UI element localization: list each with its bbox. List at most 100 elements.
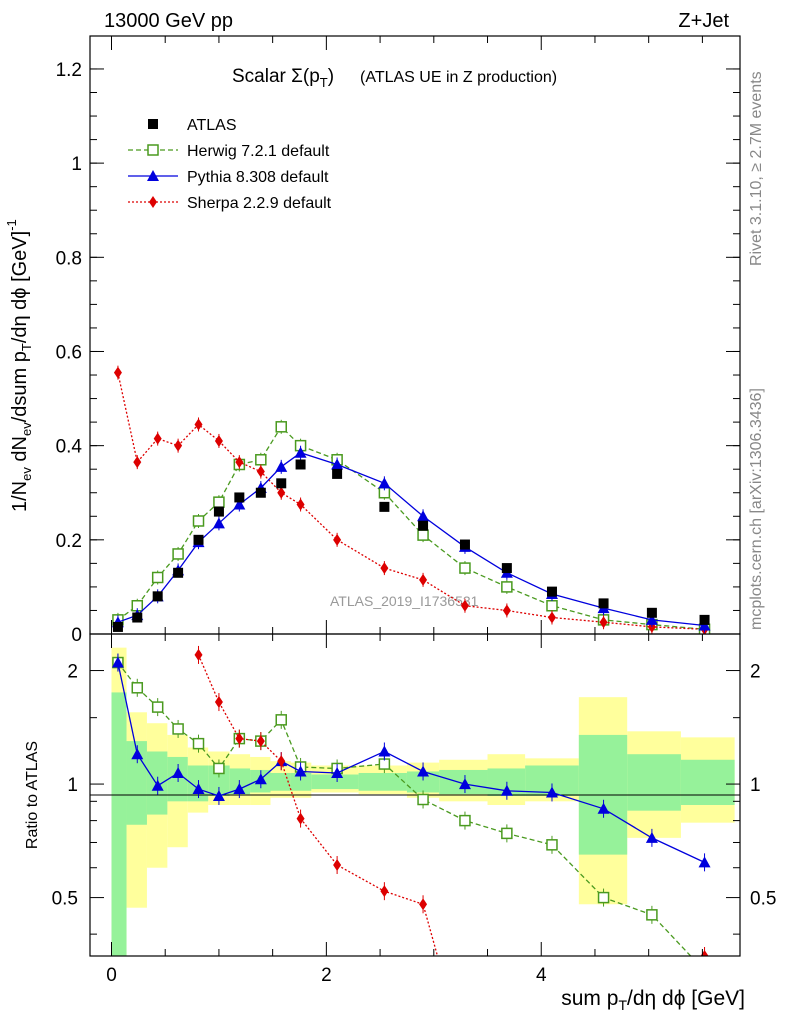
ratio-point [646, 909, 658, 921]
process-label: Z+Jet [678, 10, 729, 32]
main-series-layer [111, 365, 711, 634]
legend-marker [147, 170, 159, 181]
main-title-extra: (ATLAS UE in Z production) [360, 69, 557, 86]
rivet-version-label: Rivet 3.1.10, ≥ 2.7M events [748, 71, 765, 266]
ratio-y-axis-label: Ratio to ATLAS [24, 741, 41, 849]
ratio-point [151, 701, 164, 713]
ratio-point [131, 748, 144, 760]
ratio-point [235, 732, 244, 745]
legend-label: Sherpa 2.2.9 default [187, 195, 332, 212]
main-ytick-label: 0.8 [56, 248, 82, 269]
main-point [133, 456, 142, 469]
main-point [460, 599, 469, 612]
ratio-ytick-label-right: 1 [750, 775, 761, 796]
analysis-watermark: ATLAS_2019_I1736531 [330, 593, 479, 609]
band-green [627, 754, 681, 811]
ratio-point [500, 784, 513, 796]
main-point [192, 515, 205, 527]
main-point [235, 456, 244, 469]
main-y-axis-label: 1/Nev dNev/dsum pT/dη dϕ [GeV]-1 [4, 219, 34, 512]
ratio-point [441, 975, 449, 987]
main-ytick-label: 0 [71, 625, 82, 646]
ratio-ytick-label: 2 [67, 662, 78, 683]
main-point [547, 611, 556, 624]
main-point [645, 613, 658, 625]
main-point [332, 468, 343, 479]
main-point [213, 496, 225, 508]
main-point [459, 539, 470, 550]
ratio-point [501, 827, 513, 840]
main-point [501, 581, 513, 593]
main-ytick-label: 0.4 [56, 437, 83, 458]
main-point [380, 562, 389, 575]
ratio-panel: 0.5 0.5 1 1 2 2 0 2 4 [52, 633, 776, 987]
main-point [699, 614, 710, 625]
main-point [598, 598, 609, 609]
legend-marker [148, 119, 158, 129]
ratio-point [294, 765, 307, 777]
main-ytick-label: 1 [71, 154, 82, 175]
main-point [277, 486, 286, 499]
ratio-point [233, 783, 246, 795]
ratio-point [214, 696, 223, 709]
ratio-point [275, 714, 287, 726]
ratio-point [378, 758, 391, 770]
main-point [151, 571, 164, 584]
main-point [112, 621, 123, 632]
legend-label: Herwig 7.2.1 default [187, 143, 330, 160]
ratio-point [296, 812, 305, 825]
main-point [174, 439, 183, 452]
main-point [546, 599, 558, 612]
x-tick-label: 0 [106, 965, 117, 986]
main-point [378, 477, 391, 489]
ratio-point [380, 885, 389, 898]
ratio-ytick-label-right: 0.5 [750, 889, 776, 910]
band-green [311, 774, 359, 790]
legend: ATLAS Herwig 7.2.1 default Pythia 8.308 de… [128, 117, 332, 212]
ratio-point [192, 737, 205, 750]
ratio-point [378, 745, 391, 757]
main-series-atlas [112, 459, 710, 632]
ratio-point [700, 966, 710, 976]
band-green [270, 772, 291, 791]
main-ytick-label: 0.2 [56, 531, 82, 552]
band-green [167, 756, 188, 802]
main-point [331, 458, 344, 470]
main-point [599, 616, 608, 629]
ratio-panel-frame [89, 633, 741, 957]
ratio-point [172, 723, 184, 735]
ratio-point [645, 831, 658, 843]
ratio-point [212, 789, 225, 801]
main-point [255, 454, 267, 466]
ratio-point [194, 648, 203, 661]
mcplots-label: mcplots.cern.ch [arXiv:1306.3436] [748, 388, 765, 630]
main-ytick-label: 0.6 [56, 342, 82, 363]
ratio-point [256, 735, 265, 748]
main-point [501, 563, 512, 574]
main-panel: 0 0.2 0.4 0.6 0.8 1 1.2 Scalar Σ(pT) (ATLAS UE… [56, 35, 741, 646]
ratio-series-pythia [111, 653, 711, 872]
main-point [646, 607, 657, 618]
main-point [502, 604, 511, 617]
main-point [113, 366, 122, 379]
ratio-ytick-label: 1 [67, 775, 78, 796]
ratio-ytick-label: 0.5 [52, 889, 78, 910]
ratio-ytick-label-right: 2 [750, 662, 761, 683]
main-title: Scalar Σ(pT) [232, 66, 334, 90]
ratio-point [213, 762, 225, 775]
ratio-series-layer [111, 645, 711, 987]
main-point [255, 487, 266, 498]
main-ytick-label: 1.2 [56, 60, 82, 81]
ratio-point [172, 766, 185, 778]
main-point [294, 446, 307, 458]
x-tick-label: 4 [536, 965, 547, 986]
main-point [546, 586, 557, 597]
ratio-point [333, 859, 342, 872]
main-point [275, 421, 287, 433]
main-point [417, 529, 429, 541]
legend-marker [149, 196, 157, 208]
ratio-point [131, 682, 144, 694]
ratio-point [458, 778, 471, 790]
x-axis-label: sum pT/dη dϕ [GeV] [561, 987, 745, 1013]
